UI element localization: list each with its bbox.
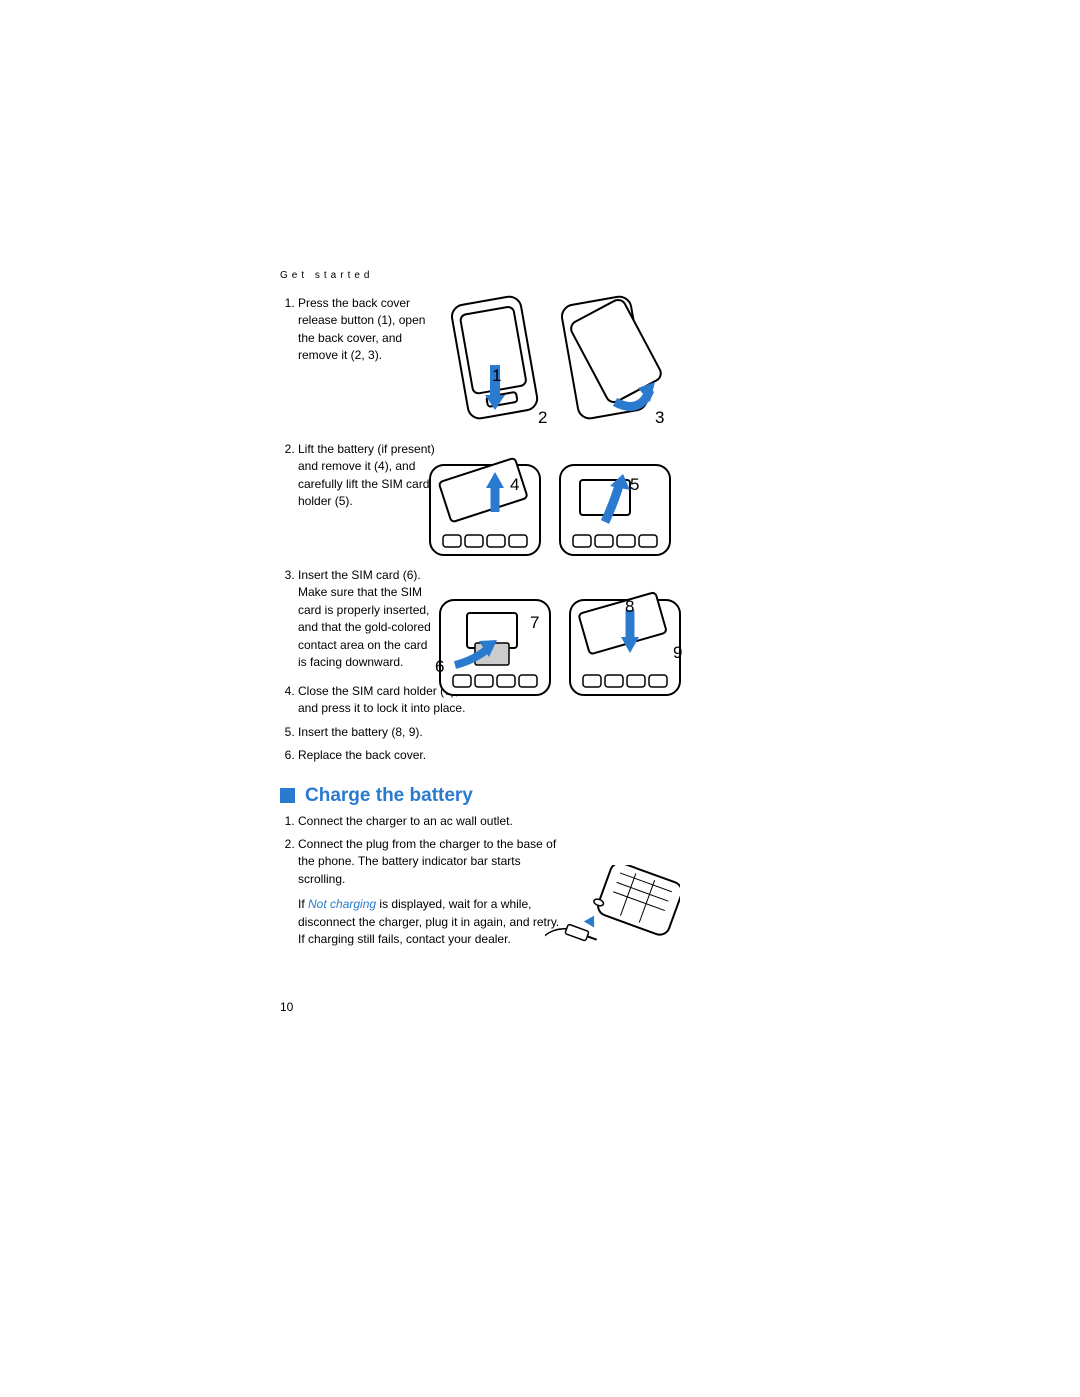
note-prefix: If [298,897,308,911]
callout-9: 9 [673,643,682,663]
callout-7: 7 [530,613,539,633]
step-5: Insert the battery (8, 9). [298,724,468,741]
figure-insert-sim: 6 7 8 9 [435,585,685,705]
callout-6: 6 [435,657,444,677]
charge-step-2-text: Connect the plug from the charger to the… [298,837,556,886]
square-bullet-icon [280,788,295,803]
callout-3: 3 [655,408,664,428]
charge-step-1: Connect the charger to an ac wall outlet… [298,813,678,830]
figure-remove-battery-svg [425,450,675,565]
figure-charger-svg [545,865,680,960]
callout-4: 4 [510,475,519,495]
section-heading: Charge the battery [280,785,680,807]
page-number: 10 [280,1000,293,1014]
step-6: Replace the back cover. [298,747,468,764]
callout-8: 8 [625,597,634,617]
figure-remove-cover: 1 2 3 [440,290,670,430]
callout-2: 2 [538,408,547,428]
step-1: Press the back cover release button (1),… [298,295,438,435]
figure-remove-cover-svg [440,290,670,430]
step-3: Insert the SIM card (6). Make sure that … [298,567,438,677]
running-header: Get started [280,270,680,281]
figure-insert-sim-svg [435,585,685,705]
figure-remove-battery: 4 5 [425,450,675,565]
section-heading-text: Charge the battery [305,785,473,807]
step-2: Lift the battery (if present) and remove… [298,441,438,561]
charge-note: If Not charging is displayed, wait for a… [298,896,568,948]
note-italic: Not charging [308,897,376,911]
callout-1: 1 [492,366,501,386]
callout-5: 5 [630,475,639,495]
charge-step-2: Connect the plug from the charger to the… [298,836,568,948]
figure-charger [545,865,680,960]
